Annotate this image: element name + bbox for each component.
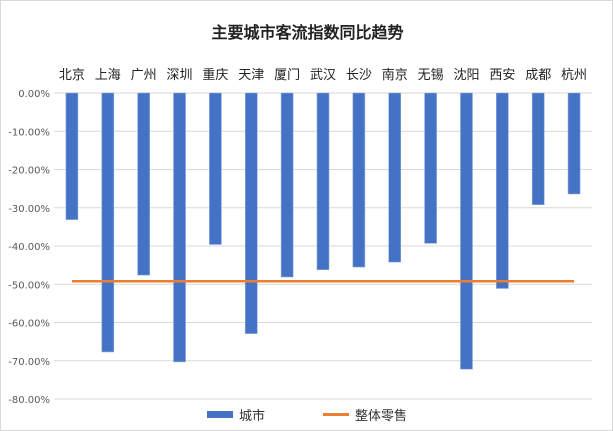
legend-item-retail: 整体零售: [323, 405, 407, 424]
x-tick-label: 南京: [382, 67, 408, 83]
x-tick-label: 西安: [489, 68, 515, 83]
bar-重庆: [209, 92, 222, 245]
x-tick-label: 成都: [525, 68, 551, 83]
bar-西安: [496, 92, 509, 289]
bar-南京: [388, 92, 402, 263]
y-tick-label: -10.00%: [8, 127, 50, 138]
legend-label: 城市: [239, 409, 266, 424]
legend-item-city: 城市: [207, 405, 265, 424]
x-tick-label: 天津: [238, 68, 264, 83]
y-tick-label: -60.00%: [8, 319, 50, 330]
bar-天津: [244, 92, 258, 334]
legend-label: 整体零售: [355, 409, 408, 424]
x-tick-label: 武汉: [310, 68, 336, 83]
legend-swatch-line: [323, 413, 349, 416]
bar-杭州: [567, 92, 581, 195]
y-tick-label: -30.00%: [8, 204, 50, 215]
bar-深圳: [173, 92, 186, 363]
bar-上海: [101, 92, 115, 353]
y-tick-label: -70.00%: [8, 357, 50, 368]
y-tick-label: -50.00%: [8, 280, 50, 291]
x-tick-label: 重庆: [202, 67, 228, 83]
bar-武汉: [316, 92, 330, 271]
x-tick-label: 上海: [95, 68, 121, 83]
y-tick-label: -20.00%: [8, 166, 50, 177]
x-tick-label: 广州: [131, 68, 157, 83]
bar-沈阳: [460, 92, 473, 370]
bar-北京: [65, 92, 79, 220]
x-tick-label: 杭州: [561, 68, 587, 83]
x-tick-label: 北京: [59, 68, 85, 83]
y-tick-label: -80.00%: [8, 395, 50, 406]
bar-厦门: [280, 92, 294, 278]
x-tick-label: 沈阳: [453, 68, 479, 83]
x-tick-label: 长沙: [346, 68, 372, 83]
y-tick-label: -40.00%: [8, 242, 50, 253]
x-tick-label: 厦门: [274, 68, 300, 83]
bar-长沙: [352, 92, 366, 268]
x-tick-label: 无锡: [418, 68, 444, 83]
bar-无锡: [424, 92, 437, 244]
x-tick-label: 深圳: [167, 68, 193, 83]
chart-title: 主要城市客流指数同比趋势: [211, 23, 404, 42]
bar-成都: [531, 92, 545, 205]
y-tick-label: 0.00%: [18, 89, 50, 100]
legend-swatch-bar: [207, 411, 233, 418]
bar-广州: [137, 92, 150, 276]
